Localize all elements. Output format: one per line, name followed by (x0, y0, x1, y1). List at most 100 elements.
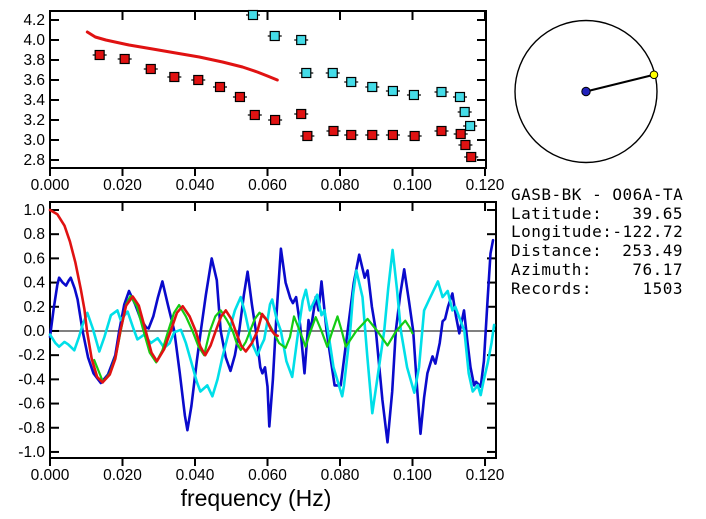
station-info-panel: GASB-BK - O06A-TA Latitude: 39.65 Longitud… (511, 185, 697, 299)
data-point-square (346, 76, 357, 88)
data-point-square (249, 109, 260, 121)
y-tick-label: -0.2 (18, 347, 45, 364)
data-point-square (327, 67, 338, 79)
y-tick-label: 0.4 (23, 275, 45, 292)
data-point-square (367, 129, 378, 141)
x-tick-label: 0.040 (176, 177, 215, 194)
data-point-square (296, 34, 307, 46)
info-value-records: 1503 (642, 278, 683, 298)
data-point-square (301, 67, 312, 79)
info-label-longitude: Longitude: (511, 222, 613, 242)
x-axis-title: frequency (Hz) (181, 485, 332, 511)
data-point-square (367, 81, 378, 93)
fitted-bessel (48, 208, 280, 384)
x-tick-label: 0.100 (393, 467, 432, 484)
reference-bessel (93, 294, 414, 383)
observed-cross-spectrum (48, 238, 495, 444)
y-tick-label: -1.0 (18, 444, 45, 461)
y-tick-label: 0.8 (23, 226, 45, 243)
measured-velocity-points (92, 49, 479, 163)
info-row-records: Records: 1503 (511, 278, 683, 299)
y-tick-label: 3.4 (23, 92, 45, 109)
info-value-longitude: -122.72 (612, 222, 684, 242)
dial-circle (514, 19, 658, 164)
x-tick-label: 0.080 (321, 467, 360, 484)
x-tick-label: 0.020 (103, 177, 142, 194)
data-point-square (119, 53, 130, 65)
data-point-square (94, 49, 105, 61)
dispersion-plot: 0.000 0.020 0.040 0.060 0.080 0.100 0.120 4.2 4.… (23, 9, 505, 194)
info-value-distance: 253.49 (622, 241, 683, 261)
y-tick-label: 4.0 (23, 32, 45, 49)
data-point-square (409, 130, 420, 142)
y-tick-label: 0.6 (23, 250, 45, 267)
data-point-square (234, 91, 246, 103)
y-tick-label: 3.8 (23, 52, 45, 69)
data-point-square (455, 128, 466, 140)
data-point-square (387, 85, 399, 97)
station-pair-title: GASB-BK - O06A-TA (511, 185, 684, 204)
x-tick-label: 0.100 (393, 177, 432, 194)
target-station-dot (649, 70, 659, 80)
smoothed-cross-spectrum (48, 248, 496, 415)
data-point-square (454, 91, 466, 103)
data-point-square (408, 89, 420, 101)
x-tick-label: 0.000 (31, 467, 70, 484)
y-tick-label: -0.8 (18, 420, 45, 437)
x-tick-label: 0.080 (321, 177, 360, 194)
info-label-latitude: Latitude: (511, 203, 603, 223)
info-row-latitude: Latitude: 39.65 (511, 203, 683, 224)
y-tick-label: 3.6 (23, 72, 45, 89)
info-label-records: Records: (511, 278, 593, 298)
data-point-square (436, 125, 447, 137)
azimuth-line (585, 73, 655, 93)
data-point-square (466, 151, 477, 163)
data-point-square (214, 81, 226, 93)
center-station-dot (581, 86, 591, 97)
azimuth-dial (514, 19, 659, 164)
data-point-square (296, 108, 307, 120)
data-point-square (459, 106, 470, 118)
data-point-square (346, 129, 357, 141)
cross-spectrum-plot: 0.000 0.020 0.040 0.060 0.080 0.100 0.120 1.0 0.… (18, 201, 505, 511)
info-value-azimuth: 76.17 (632, 259, 683, 279)
station-info-rows: Latitude: 39.65 Longitude: -122.72 Distance:… (511, 203, 697, 299)
y-tick-label: 0.2 (23, 299, 45, 316)
data-point-square (460, 139, 471, 151)
data-point-square (436, 86, 447, 98)
data-point-square (269, 30, 280, 42)
data-point-square (270, 114, 281, 126)
x-tick-label: 0.000 (31, 177, 70, 194)
data-point-square (193, 74, 204, 86)
info-row-longitude: Longitude: -122.72 (511, 223, 683, 242)
data-point-square (328, 125, 339, 137)
data-point-square (145, 63, 156, 75)
x-tick-label: 0.120 (466, 467, 505, 484)
y-tick-label: 4.2 (23, 12, 45, 29)
y-tick-label: 2.8 (23, 152, 45, 169)
info-row-azimuth: Azimuth: 76.17 (511, 259, 683, 280)
x-tick-label: 0.060 (248, 177, 287, 194)
x-tick-label: 0.060 (248, 467, 287, 484)
plot-frame (49, 10, 487, 169)
y-tick-label: 1.0 (23, 202, 45, 219)
info-row-distance: Distance: 253.49 (511, 241, 683, 261)
info-label-azimuth: Azimuth: (511, 259, 593, 279)
x-tick-label: 0.120 (466, 177, 505, 194)
info-label-distance: Distance: (511, 241, 603, 261)
y-tick-label: 3.2 (23, 112, 45, 129)
x-tick-label: 0.040 (176, 467, 215, 484)
y-tick-label: 3.0 (23, 132, 45, 149)
alternate-velocity-points (245, 9, 478, 132)
y-tick-label: 0.0 (23, 323, 45, 340)
info-value-latitude: 39.65 (632, 203, 683, 223)
data-point-square (387, 129, 399, 141)
x-tick-label: 0.020 (103, 467, 142, 484)
data-point-square (169, 71, 180, 83)
data-point-square (302, 130, 313, 142)
y-tick-label: -0.4 (18, 371, 45, 388)
data-point-square (465, 120, 476, 132)
y-tick-label: -0.6 (18, 396, 45, 413)
